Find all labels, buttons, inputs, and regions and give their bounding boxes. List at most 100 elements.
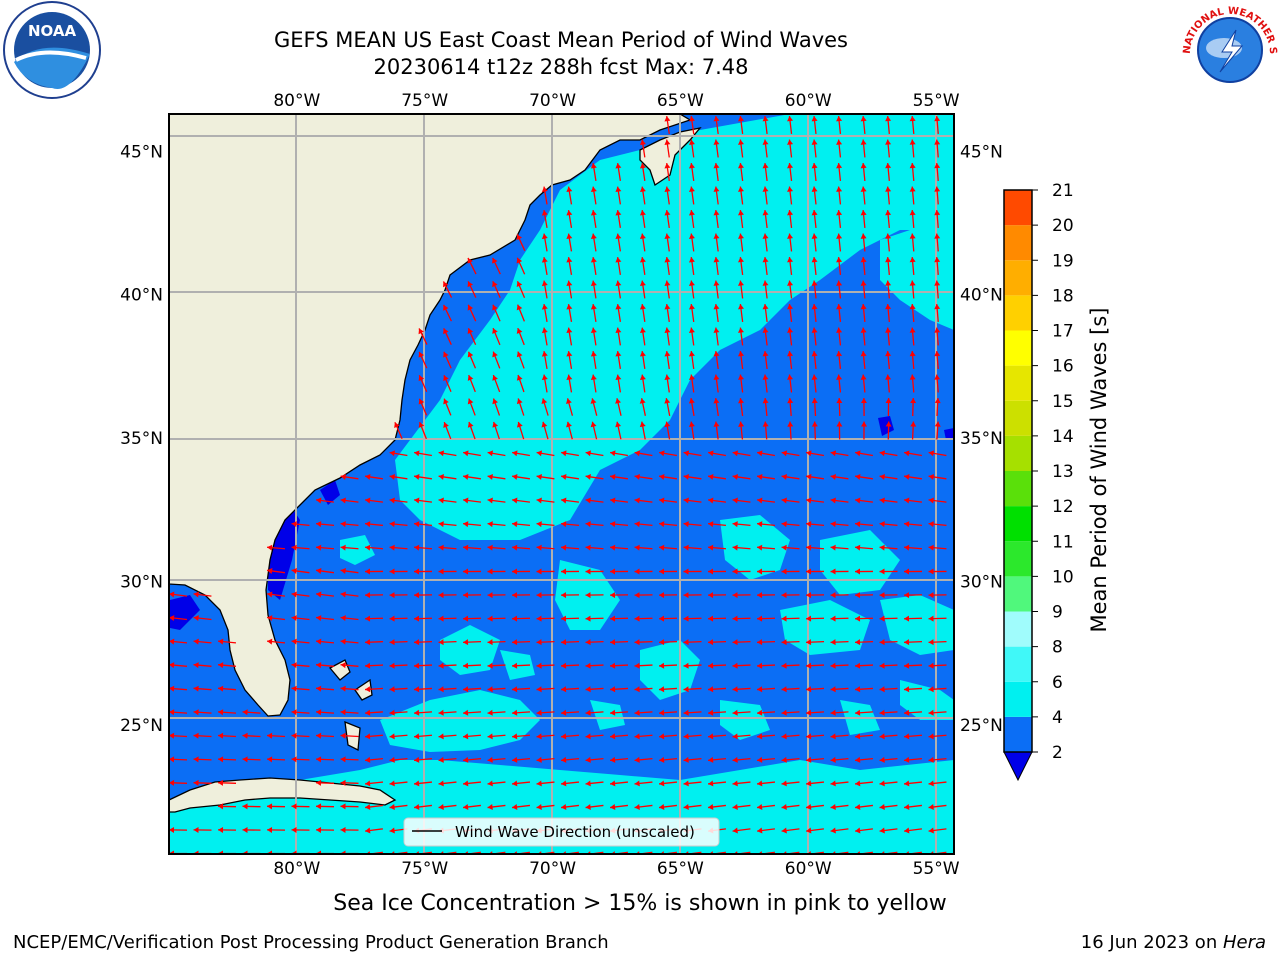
wind-wave-arrow: [811, 397, 818, 417]
wind-wave-arrow: [781, 639, 800, 646]
wind-wave-arrow: [860, 374, 867, 393]
wind-wave-arrow: [169, 615, 188, 622]
wind-wave-arrow: [462, 521, 482, 528]
wind-wave-arrow: [658, 639, 678, 646]
wind-wave-arrow: [781, 662, 800, 669]
wind-wave-arrow: [541, 304, 548, 322]
wind-wave-arrow: [659, 450, 677, 457]
wind-wave-arrow: [885, 186, 892, 205]
wind-wave-arrow: [787, 350, 794, 370]
wind-wave-arrow: [560, 662, 580, 669]
wind-wave-arrow: [511, 592, 531, 599]
wind-wave-arrow: [805, 780, 825, 787]
wind-wave-arrow: [315, 521, 335, 528]
wind-wave-arrow: [639, 210, 646, 228]
wind-wave-arrow: [462, 615, 482, 622]
wind-wave-arrow: [585, 709, 604, 716]
wind-wave-arrow: [664, 186, 671, 205]
wind-wave-arrow: [487, 592, 506, 599]
wind-wave-arrow: [762, 209, 769, 229]
wind-wave-arrow: [413, 521, 433, 528]
wind-wave-arrow: [756, 662, 776, 669]
lon-ticks-bottom: 80°W 75°W 70°W 65°W 60°W 55°W: [273, 859, 959, 879]
wind-wave-arrow: [732, 756, 751, 763]
lon-tick-label-top: 55°W: [913, 91, 960, 111]
wind-wave-arrow: [639, 257, 646, 275]
wind-wave-arrow: [560, 521, 580, 528]
wind-wave-arrow: [609, 497, 629, 504]
wind-wave-arrow: [438, 709, 457, 716]
wind-wave-arrow: [903, 615, 923, 622]
wind-wave-arrow: [707, 568, 727, 575]
wind-wave-arrow: [169, 779, 188, 786]
wind-wave-arrow: [590, 233, 597, 252]
wind-wave-arrow: [364, 780, 384, 787]
wind-wave-arrow: [169, 756, 188, 763]
wind-wave-arrow: [634, 733, 653, 740]
wind-wave-arrow: [860, 350, 867, 370]
wind-wave-arrow: [879, 733, 898, 740]
wind-wave-arrow: [855, 473, 873, 480]
wind-wave-arrow: [688, 186, 695, 205]
wind-wave-arrow: [516, 398, 525, 416]
wind-wave-arrow: [879, 827, 898, 834]
wind-wave-arrow: [732, 521, 751, 528]
wind-wave-arrow: [688, 303, 695, 323]
wind-wave-arrow: [609, 521, 629, 528]
wind-wave-arrow: [414, 473, 432, 480]
wind-wave-arrow: [757, 450, 775, 457]
wind-wave-arrow: [615, 280, 622, 299]
wind-wave-arrow: [566, 233, 573, 252]
wind-wave-arrow: [217, 756, 237, 763]
wind-wave-arrow: [787, 280, 794, 299]
wind-wave-arrow: [934, 350, 941, 370]
wind-wave-arrow: [830, 639, 849, 646]
wind-wave-arrow: [443, 328, 452, 345]
lon-tick-label-top: 65°W: [657, 91, 704, 111]
wind-wave-arrow: [340, 732, 359, 739]
wind-wave-arrow: [909, 186, 916, 205]
wind-wave-arrow: [609, 709, 629, 716]
wind-wave-arrow: [756, 615, 776, 622]
wind-wave-arrow: [683, 473, 702, 480]
wind-wave-arrow: [560, 780, 580, 787]
wind-wave-arrow: [713, 397, 720, 417]
wind-wave-arrow: [909, 280, 916, 299]
wind-wave-arrow: [928, 780, 947, 787]
colorbar-segment: [1004, 611, 1032, 647]
wind-wave-arrow: [738, 233, 744, 252]
wind-wave-arrow: [394, 421, 403, 440]
wind-wave-arrow: [193, 732, 212, 739]
footer-host: Hera: [1222, 932, 1266, 953]
wind-wave-arrow: [885, 115, 892, 135]
wind-wave-arrow: [879, 615, 898, 622]
wind-wave-arrow: [315, 826, 335, 833]
wind-wave-arrow: [413, 497, 433, 504]
wind-wave-arrow: [413, 756, 433, 763]
wind-wave-arrow: [854, 709, 874, 716]
colorbar-segment: [1004, 506, 1032, 542]
colorbar-segment: [1004, 400, 1032, 436]
wind-wave-arrow: [787, 233, 794, 252]
wind-wave-arrow: [762, 421, 769, 440]
wind-wave-arrow: [860, 115, 867, 135]
colorbar-tick-label: 18: [1052, 286, 1074, 306]
wind-wave-arrow: [413, 544, 433, 551]
wind-wave-arrow: [634, 568, 653, 575]
wind-wave-arrow: [590, 327, 597, 346]
wind-wave-arrow: [836, 421, 843, 440]
wind-wave-arrow: [590, 351, 597, 369]
wind-wave-arrow: [536, 592, 555, 599]
wind-wave-arrow: [811, 162, 818, 182]
wind-wave-arrow: [688, 327, 695, 346]
wind-wave-arrow: [762, 303, 769, 323]
wind-wave-arrow: [585, 473, 604, 480]
wind-wave-arrow: [836, 374, 843, 393]
wind-wave-arrow: [634, 756, 653, 763]
wind-wave-arrow: [389, 756, 408, 763]
wind-wave-arrow: [664, 162, 671, 182]
wind-wave-arrow: [903, 827, 923, 834]
wind-wave-arrow: [615, 327, 622, 346]
wind-wave-arrow: [634, 497, 653, 504]
wind-wave-arrow: [836, 256, 843, 276]
